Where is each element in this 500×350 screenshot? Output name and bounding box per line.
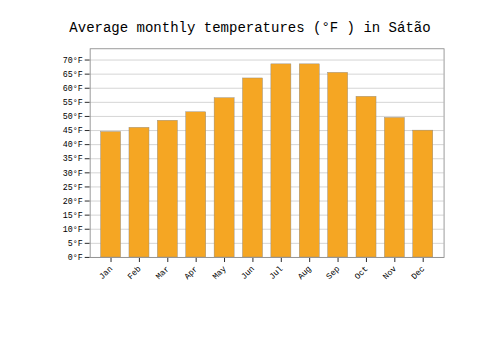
- svg-text:Oct: Oct: [353, 264, 371, 282]
- svg-text:15°F: 15°F: [63, 211, 83, 221]
- svg-text:Nov: Nov: [381, 264, 399, 282]
- svg-text:5°F: 5°F: [68, 239, 83, 249]
- svg-text:35°F: 35°F: [63, 154, 83, 164]
- svg-text:Mar: Mar: [154, 264, 172, 282]
- svg-text:Sep: Sep: [324, 264, 342, 282]
- svg-text:20°F: 20°F: [63, 197, 83, 207]
- svg-text:25°F: 25°F: [63, 183, 83, 193]
- svg-text:55°F: 55°F: [63, 98, 83, 108]
- svg-text:Jan: Jan: [97, 264, 115, 282]
- svg-text:May: May: [211, 264, 229, 282]
- svg-text:Jul: Jul: [268, 264, 286, 282]
- svg-text:Feb: Feb: [126, 264, 144, 282]
- svg-text:Dec: Dec: [410, 264, 428, 282]
- svg-text:45°F: 45°F: [63, 126, 83, 136]
- svg-text:70°F: 70°F: [63, 56, 83, 66]
- svg-text:30°F: 30°F: [63, 169, 83, 179]
- svg-text:Aug: Aug: [296, 264, 314, 282]
- svg-text:Apr: Apr: [182, 264, 200, 282]
- svg-text:50°F: 50°F: [63, 112, 83, 122]
- svg-text:0°F: 0°F: [68, 253, 83, 263]
- svg-text:10°F: 10°F: [63, 225, 83, 235]
- svg-text:65°F: 65°F: [63, 70, 83, 80]
- svg-text:40°F: 40°F: [63, 140, 83, 150]
- svg-text:60°F: 60°F: [63, 84, 83, 94]
- svg-text:Jun: Jun: [239, 264, 257, 282]
- html-text:Average monthly temperatures (: Average monthly temperatures (°F ) in Sá…: [69, 20, 431, 36]
